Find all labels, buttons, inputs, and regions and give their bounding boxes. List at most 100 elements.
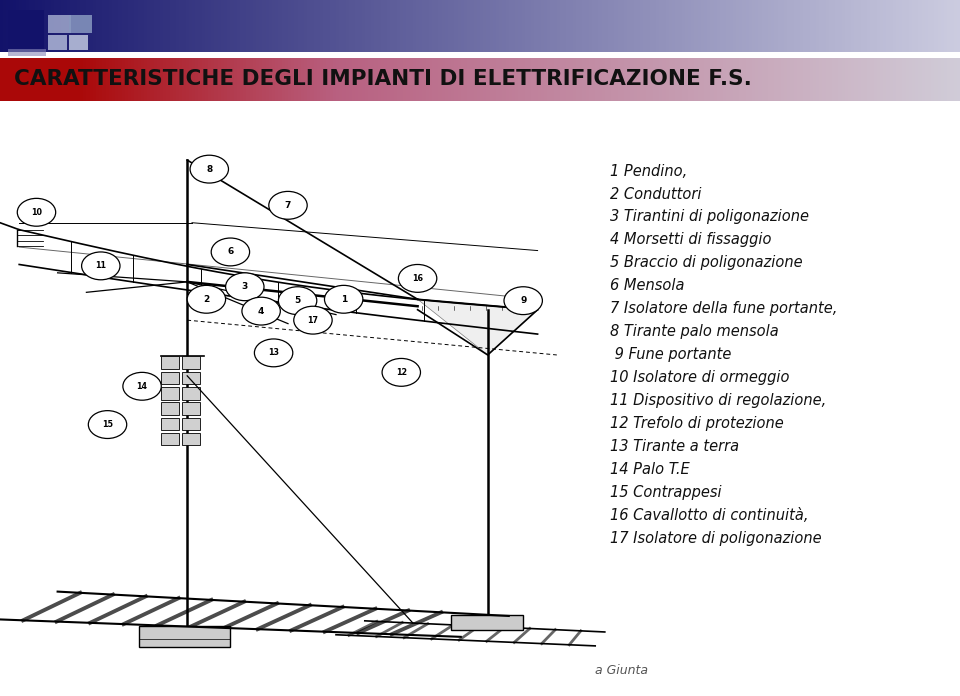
Bar xyxy=(122,58,125,101)
Bar xyxy=(804,0,806,52)
Bar xyxy=(521,58,525,101)
Bar xyxy=(32,58,36,101)
Bar xyxy=(48,35,67,50)
Bar xyxy=(710,0,713,52)
Bar xyxy=(12,58,16,101)
Bar xyxy=(51,58,55,101)
Bar xyxy=(320,58,324,101)
Bar xyxy=(723,58,727,101)
Bar xyxy=(682,58,684,101)
Bar xyxy=(660,0,662,52)
Circle shape xyxy=(82,252,120,280)
Bar xyxy=(492,58,496,101)
Bar xyxy=(621,0,624,52)
Bar xyxy=(749,58,752,101)
Bar xyxy=(250,58,252,101)
Bar xyxy=(406,0,410,52)
Bar xyxy=(736,0,739,52)
Bar xyxy=(602,58,605,101)
Bar xyxy=(640,58,643,101)
Bar xyxy=(698,58,701,101)
Bar xyxy=(499,58,502,101)
Bar xyxy=(55,0,58,52)
Text: a Giunta: a Giunta xyxy=(595,663,648,677)
Bar xyxy=(108,0,112,52)
Bar xyxy=(883,0,886,52)
Bar xyxy=(281,0,285,52)
Bar xyxy=(554,0,557,52)
Bar xyxy=(3,0,7,52)
Bar xyxy=(192,58,195,101)
Bar xyxy=(528,0,531,52)
Bar xyxy=(233,0,237,52)
Bar xyxy=(723,0,727,52)
Bar xyxy=(950,58,953,101)
Bar xyxy=(454,0,458,52)
Bar xyxy=(586,0,588,52)
Bar xyxy=(132,0,134,52)
Bar xyxy=(656,58,660,101)
Bar xyxy=(490,58,492,101)
Text: 2 Conduttori: 2 Conduttori xyxy=(610,187,701,202)
Bar xyxy=(742,58,746,101)
Bar xyxy=(592,0,595,52)
Bar xyxy=(640,0,643,52)
Bar xyxy=(845,58,848,101)
Bar xyxy=(876,58,880,101)
Text: 17 Isolatore di poligonazione: 17 Isolatore di poligonazione xyxy=(610,531,821,546)
Bar xyxy=(243,58,247,101)
Bar xyxy=(266,0,269,52)
Bar xyxy=(400,58,403,101)
Bar xyxy=(310,58,314,101)
Bar xyxy=(48,15,71,33)
Bar xyxy=(861,0,864,52)
Bar xyxy=(147,58,151,101)
Bar xyxy=(439,58,442,101)
Bar xyxy=(487,0,490,52)
Bar xyxy=(314,58,317,101)
Bar xyxy=(928,58,931,101)
Bar xyxy=(957,0,960,52)
Bar xyxy=(96,0,99,52)
Bar xyxy=(816,58,819,101)
Bar xyxy=(144,0,147,52)
Bar xyxy=(410,0,413,52)
Bar xyxy=(300,0,304,52)
Bar xyxy=(483,58,487,101)
Bar xyxy=(502,0,506,52)
Bar xyxy=(259,58,262,101)
Bar xyxy=(291,0,295,52)
Bar xyxy=(934,0,938,52)
Bar xyxy=(422,58,425,101)
Bar xyxy=(416,0,420,52)
Bar xyxy=(473,58,477,101)
Bar xyxy=(477,0,480,52)
Bar xyxy=(506,0,509,52)
Bar xyxy=(521,0,525,52)
Bar xyxy=(422,0,425,52)
Bar xyxy=(732,0,736,52)
Bar xyxy=(566,58,569,101)
Bar xyxy=(45,0,48,52)
Bar xyxy=(605,0,608,52)
Bar xyxy=(64,58,67,101)
Bar xyxy=(631,58,634,101)
Bar xyxy=(646,58,650,101)
Text: 8 Tirante palo mensola: 8 Tirante palo mensola xyxy=(610,324,779,340)
Bar xyxy=(915,0,919,52)
Bar xyxy=(160,0,163,52)
Bar xyxy=(444,0,448,52)
Bar xyxy=(396,0,400,52)
Bar xyxy=(233,58,237,101)
Bar xyxy=(669,0,672,52)
Bar xyxy=(512,0,516,52)
Circle shape xyxy=(269,191,307,219)
Bar xyxy=(768,0,771,52)
Circle shape xyxy=(398,264,437,292)
Bar xyxy=(372,0,374,52)
Bar xyxy=(564,58,566,101)
Bar xyxy=(828,0,832,52)
Text: 6 Mensola: 6 Mensola xyxy=(610,278,684,294)
Bar xyxy=(161,372,179,384)
Bar xyxy=(435,58,439,101)
